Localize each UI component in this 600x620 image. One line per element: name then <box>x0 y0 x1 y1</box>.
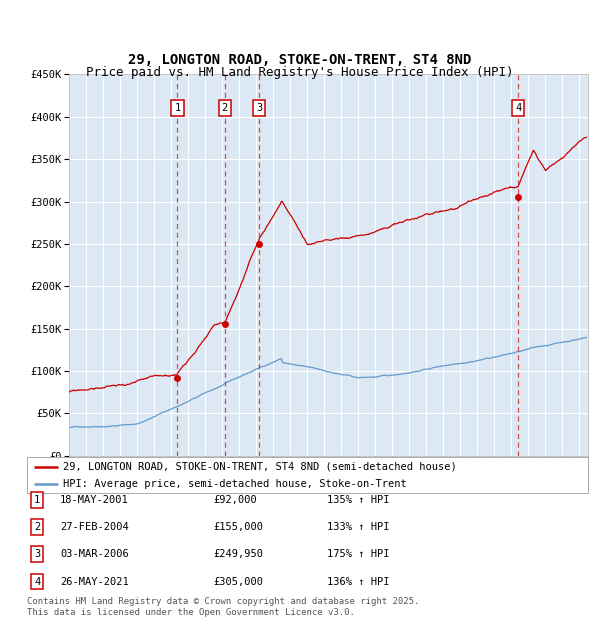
Text: 2: 2 <box>34 522 40 532</box>
Text: 135% ↑ HPI: 135% ↑ HPI <box>327 495 389 505</box>
Text: 136% ↑ HPI: 136% ↑ HPI <box>327 577 389 587</box>
Text: 4: 4 <box>515 104 521 113</box>
Text: 26-MAY-2021: 26-MAY-2021 <box>60 577 129 587</box>
Text: 29, LONGTON ROAD, STOKE-ON-TRENT, ST4 8ND (semi-detached house): 29, LONGTON ROAD, STOKE-ON-TRENT, ST4 8N… <box>64 462 457 472</box>
Text: £305,000: £305,000 <box>213 577 263 587</box>
Text: 1: 1 <box>174 104 181 113</box>
Text: 2: 2 <box>222 104 228 113</box>
Text: 3: 3 <box>256 104 262 113</box>
Text: 03-MAR-2006: 03-MAR-2006 <box>60 549 129 559</box>
Text: 175% ↑ HPI: 175% ↑ HPI <box>327 549 389 559</box>
Text: 1: 1 <box>34 495 40 505</box>
Text: 133% ↑ HPI: 133% ↑ HPI <box>327 522 389 532</box>
Text: Price paid vs. HM Land Registry's House Price Index (HPI): Price paid vs. HM Land Registry's House … <box>86 66 514 79</box>
Text: 29, LONGTON ROAD, STOKE-ON-TRENT, ST4 8ND: 29, LONGTON ROAD, STOKE-ON-TRENT, ST4 8N… <box>128 53 472 67</box>
Text: 18-MAY-2001: 18-MAY-2001 <box>60 495 129 505</box>
Text: £155,000: £155,000 <box>213 522 263 532</box>
Text: £249,950: £249,950 <box>213 549 263 559</box>
Text: 27-FEB-2004: 27-FEB-2004 <box>60 522 129 532</box>
Text: £92,000: £92,000 <box>213 495 257 505</box>
Text: 4: 4 <box>34 577 40 587</box>
Text: 3: 3 <box>34 549 40 559</box>
Text: Contains HM Land Registry data © Crown copyright and database right 2025.
This d: Contains HM Land Registry data © Crown c… <box>27 598 419 617</box>
Text: HPI: Average price, semi-detached house, Stoke-on-Trent: HPI: Average price, semi-detached house,… <box>64 479 407 489</box>
